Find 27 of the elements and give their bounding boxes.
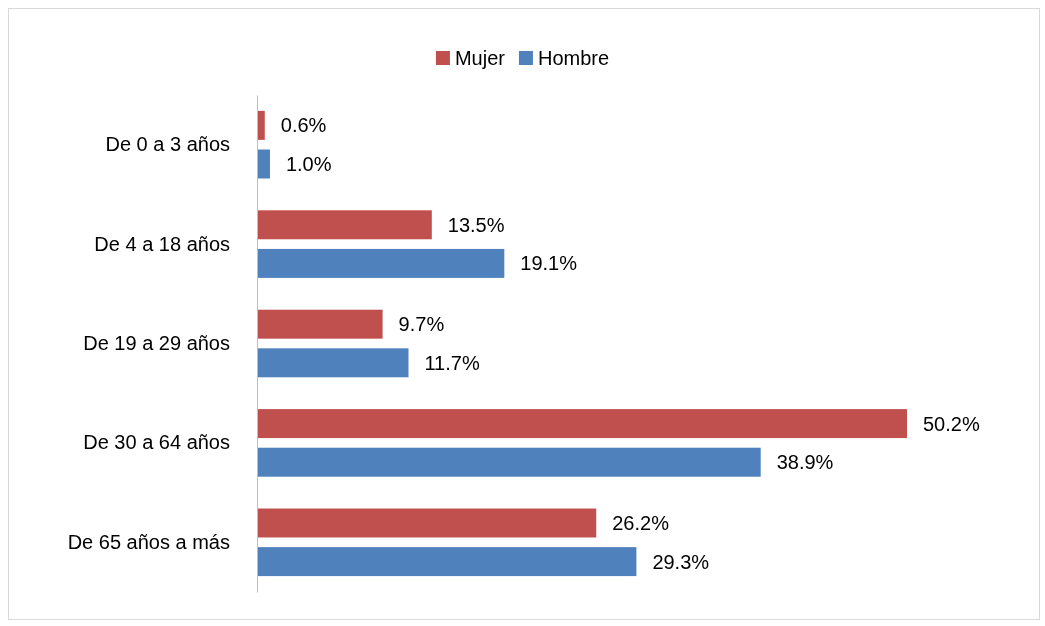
bar xyxy=(257,348,409,378)
data-label: 1.0% xyxy=(285,153,332,176)
legend-label: Hombre xyxy=(537,47,610,69)
bar xyxy=(257,409,907,439)
bar xyxy=(257,110,265,140)
bar xyxy=(257,210,432,240)
data-label: 50.2% xyxy=(923,412,980,435)
bar xyxy=(257,547,637,577)
bar xyxy=(257,447,761,477)
legend-label: Mujer xyxy=(454,47,506,69)
data-label: 13.5% xyxy=(447,213,505,236)
bar xyxy=(257,309,383,339)
data-label: 9.7% xyxy=(398,313,445,336)
y-tick-label: De 19 a 29 años xyxy=(83,331,230,354)
bar xyxy=(257,508,597,538)
data-label: 38.9% xyxy=(776,451,834,474)
bar xyxy=(257,149,270,179)
y-tick-label: De 65 años a más xyxy=(67,530,230,553)
data-label: 29.3% xyxy=(652,550,710,573)
data-label: 19.1% xyxy=(520,252,578,275)
y-tick-label: De 4 a 18 años xyxy=(94,232,230,255)
bar xyxy=(257,248,505,278)
y-tick-label: De 0 a 3 años xyxy=(105,133,230,156)
data-label: 11.7% xyxy=(424,351,480,374)
y-tick-label: De 30 a 64 años xyxy=(83,431,230,454)
data-label: 26.2% xyxy=(612,511,670,534)
data-label: 0.6% xyxy=(280,114,327,137)
